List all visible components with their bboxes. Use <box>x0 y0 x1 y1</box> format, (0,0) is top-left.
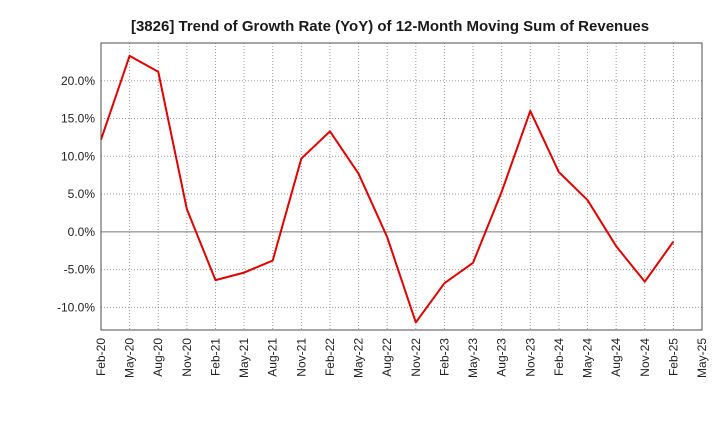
x-axis-ticks: Feb-20 May-20 Aug-20 Nov-20 Feb-21 May-21 Aug-… <box>94 338 709 378</box>
chart-title: [3826] Trend of Growth Rate (YoY) of 12-… <box>131 18 649 35</box>
x-tick-label: Feb-23 <box>437 338 451 376</box>
x-tick-label: Aug-23 <box>495 338 509 377</box>
y-tick-label: 20.0% <box>61 74 95 88</box>
x-tick-label: Nov-24 <box>638 338 652 377</box>
x-tick-label: May-25 <box>695 338 709 378</box>
x-tick-label: May-20 <box>123 338 137 378</box>
y-tick-label: -5.0% <box>64 263 96 277</box>
x-tick-label: Nov-21 <box>294 338 308 377</box>
x-tick-label: Feb-20 <box>94 338 108 376</box>
x-tick-label: Aug-20 <box>151 338 165 377</box>
series-line <box>100 54 675 324</box>
x-tick-label: May-22 <box>352 338 366 378</box>
y-tick-label: 0.0% <box>68 225 96 239</box>
x-tick-label: Nov-20 <box>180 338 194 377</box>
grid-lines <box>101 43 702 330</box>
x-tick-label: Feb-24 <box>552 338 566 376</box>
x-tick-label: Aug-22 <box>380 338 394 377</box>
x-tick-label: Feb-22 <box>323 338 337 376</box>
y-tick-label: 10.0% <box>61 149 95 163</box>
x-tick-label: May-21 <box>237 338 251 378</box>
y-tick-label: 5.0% <box>68 187 96 201</box>
x-tick-label: May-24 <box>581 338 595 378</box>
x-tick-label: Feb-25 <box>666 338 680 376</box>
x-tick-label: May-23 <box>466 338 480 378</box>
x-tick-label: Aug-21 <box>266 338 280 377</box>
y-tick-label: -10.0% <box>57 300 95 314</box>
x-tick-label: Nov-23 <box>523 338 537 377</box>
y-axis-ticks: -10.0% -5.0% 0.0% 5.0% 10.0% 15.0% 20.0% <box>57 74 95 315</box>
x-tick-label: Feb-21 <box>208 338 222 376</box>
x-tick-label: Nov-22 <box>409 338 423 377</box>
y-tick-label: 15.0% <box>61 112 95 126</box>
x-tick-label: Aug-24 <box>609 338 623 377</box>
series-layer <box>100 54 675 324</box>
plot-frame <box>100 42 703 331</box>
